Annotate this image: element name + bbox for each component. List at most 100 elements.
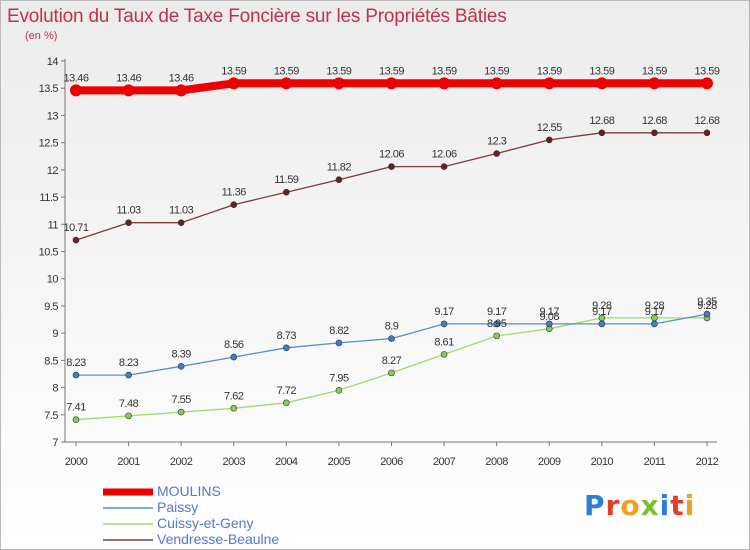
y-tick-label: 14 bbox=[47, 56, 59, 68]
legend-label: Paissy bbox=[157, 499, 199, 515]
data-point-vendresse-beaulne bbox=[388, 163, 395, 170]
x-tick-label: 2001 bbox=[117, 456, 140, 468]
logo-letter: i bbox=[659, 489, 671, 522]
data-label-cuissy-et-geny: 7.41 bbox=[66, 402, 86, 414]
x-tick-label: 2002 bbox=[170, 456, 193, 468]
legend-label: MOULINS bbox=[157, 483, 221, 499]
data-point-cuissy-et-geny bbox=[230, 404, 238, 412]
data-label-moulins: 13.59 bbox=[642, 65, 667, 77]
data-label-moulins: 13.59 bbox=[379, 65, 404, 77]
data-label-paissy: 8.9 bbox=[385, 321, 399, 333]
legend-swatch bbox=[103, 539, 153, 541]
data-point-vendresse-beaulne bbox=[493, 150, 500, 157]
data-label-paissy: 9.17 bbox=[434, 306, 454, 318]
data-point-paissy bbox=[545, 320, 553, 328]
data-point-vendresse-beaulne bbox=[651, 129, 658, 137]
data-label-vendresse-beaulne: 11.03 bbox=[169, 205, 194, 217]
data-label-paissy: 8.56 bbox=[224, 339, 244, 351]
data-point-vendresse-beaulne bbox=[230, 201, 238, 208]
logo-letter: i bbox=[684, 489, 696, 522]
data-label-moulins: 13.59 bbox=[274, 65, 299, 77]
x-tick-label: 2003 bbox=[223, 456, 246, 468]
y-tick-label: 13.5 bbox=[39, 83, 59, 95]
x-tick-label: 2011 bbox=[644, 456, 666, 468]
data-label-cuissy-et-geny: 8.27 bbox=[382, 355, 402, 367]
data-label-cuissy-et-geny: 7.72 bbox=[277, 385, 297, 397]
data-point-cuissy-et-geny bbox=[177, 408, 185, 416]
data-point-cuissy-et-geny bbox=[388, 369, 395, 377]
data-point-moulins bbox=[175, 84, 188, 97]
data-point-paissy bbox=[177, 363, 185, 370]
data-label-vendresse-beaulne: 12.06 bbox=[432, 149, 457, 161]
data-label-vendresse-beaulne: 12.55 bbox=[537, 122, 562, 134]
data-point-vendresse-beaulne bbox=[72, 236, 80, 244]
data-label-moulins: 13.59 bbox=[537, 65, 562, 77]
data-label-vendresse-beaulne: 10.71 bbox=[63, 222, 88, 234]
data-point-moulins bbox=[490, 77, 503, 90]
data-label-vendresse-beaulne: 12.3 bbox=[487, 136, 507, 148]
data-label-cuissy-et-geny: 7.48 bbox=[119, 398, 139, 410]
data-point-cuissy-et-geny bbox=[440, 351, 448, 358]
data-label-cuissy-et-geny: 7.55 bbox=[171, 394, 191, 406]
data-point-cuissy-et-geny bbox=[335, 386, 343, 394]
data-label-vendresse-beaulne: 11.03 bbox=[116, 205, 141, 217]
x-tick-label: 2004 bbox=[275, 456, 298, 468]
data-label-cuissy-et-geny: 8.95 bbox=[487, 318, 507, 330]
data-label-moulins: 13.59 bbox=[484, 65, 509, 77]
data-point-vendresse-beaulne bbox=[335, 176, 343, 183]
x-tick-label: 2008 bbox=[485, 456, 508, 468]
data-point-moulins bbox=[648, 77, 661, 90]
x-tick-label: 2007 bbox=[433, 456, 456, 468]
legend-label: Cuissy-et-Geny bbox=[157, 515, 254, 531]
y-tick-label: 10.5 bbox=[39, 247, 59, 259]
data-point-paissy bbox=[703, 310, 711, 318]
data-point-vendresse-beaulne bbox=[125, 219, 132, 226]
data-point-paissy bbox=[335, 339, 343, 347]
y-tick-label: 13 bbox=[47, 110, 59, 122]
y-tick-label: 8.5 bbox=[44, 355, 58, 367]
data-point-paissy bbox=[493, 320, 500, 328]
data-point-moulins bbox=[70, 84, 82, 97]
data-label-paissy: 8.23 bbox=[119, 357, 139, 369]
data-label-paissy: 9.17 bbox=[487, 306, 507, 318]
data-point-paissy bbox=[72, 371, 80, 379]
logo-letter: t bbox=[670, 489, 685, 522]
data-label-moulins: 13.59 bbox=[432, 65, 457, 77]
x-tick-label: 2009 bbox=[538, 456, 561, 468]
data-label-cuissy-et-geny: 8.61 bbox=[434, 336, 454, 348]
data-point-vendresse-beaulne bbox=[598, 129, 606, 137]
data-label-vendresse-beaulne: 12.06 bbox=[379, 149, 404, 161]
data-label-paissy: 9.17 bbox=[540, 306, 560, 318]
data-point-moulins bbox=[438, 77, 451, 90]
data-label-moulins: 13.46 bbox=[169, 72, 194, 84]
data-point-paissy bbox=[125, 371, 132, 379]
legend-swatch bbox=[103, 523, 153, 525]
data-point-cuissy-et-geny bbox=[72, 416, 80, 423]
proxiti-logo: Proxiti bbox=[584, 489, 695, 522]
data-point-paissy bbox=[283, 344, 290, 352]
y-tick-label: 12 bbox=[47, 165, 59, 177]
x-tick-label: 2010 bbox=[591, 456, 614, 468]
data-label-paissy: 9.17 bbox=[592, 306, 612, 318]
data-label-moulins: 13.59 bbox=[694, 65, 719, 77]
data-point-moulins bbox=[543, 77, 556, 90]
data-label-cuissy-et-geny: 9.28 bbox=[697, 300, 717, 312]
x-tick-label: 2005 bbox=[328, 456, 351, 468]
y-tick-label: 9 bbox=[52, 328, 58, 340]
data-point-vendresse-beaulne bbox=[177, 219, 185, 226]
data-point-vendresse-beaulne bbox=[703, 129, 711, 137]
data-point-vendresse-beaulne bbox=[440, 163, 448, 170]
data-point-moulins bbox=[385, 77, 398, 90]
data-label-cuissy-et-geny: 7.62 bbox=[224, 390, 244, 402]
data-point-moulins bbox=[280, 77, 293, 90]
data-point-cuissy-et-geny bbox=[125, 412, 132, 420]
data-point-moulins bbox=[701, 77, 713, 90]
logo-letter: x bbox=[640, 489, 660, 522]
data-point-paissy bbox=[651, 320, 658, 328]
data-point-paissy bbox=[230, 353, 238, 361]
y-tick-label: 11 bbox=[48, 219, 59, 231]
data-label-paissy: 8.23 bbox=[66, 357, 86, 369]
data-label-vendresse-beaulne: 12.68 bbox=[694, 115, 719, 127]
